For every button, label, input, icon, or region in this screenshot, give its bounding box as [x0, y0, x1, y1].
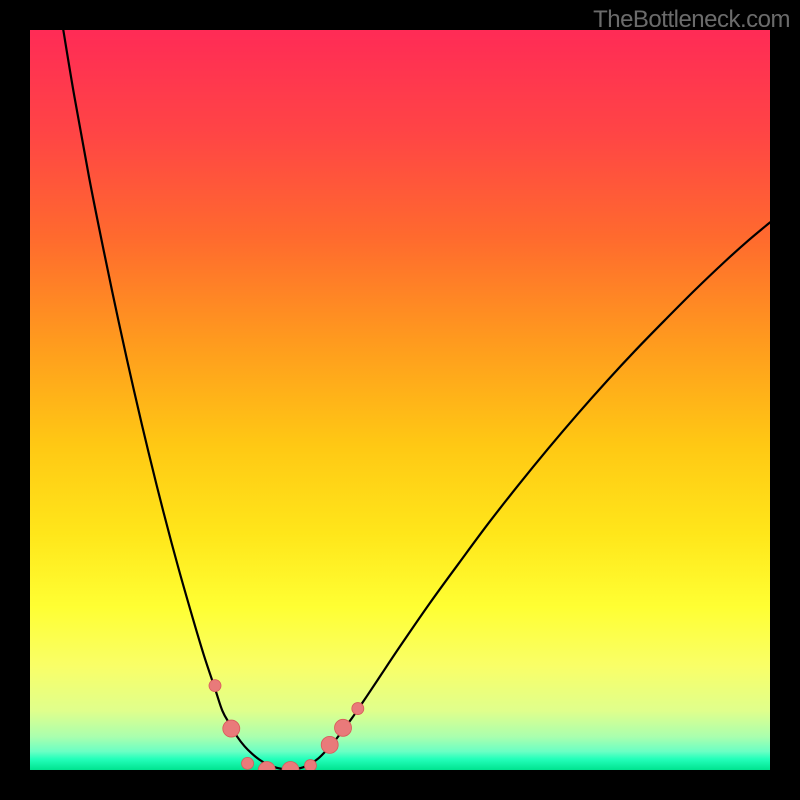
curve-marker: [335, 719, 352, 736]
curve-marker: [242, 757, 254, 769]
curve-marker: [304, 760, 316, 770]
plot-area: [30, 30, 770, 770]
bottleneck-curve-chart: [30, 30, 770, 770]
chart-frame: TheBottleneck.com: [0, 0, 800, 800]
curve-marker: [223, 720, 240, 737]
gradient-background: [30, 30, 770, 770]
curve-marker: [321, 736, 338, 753]
watermark-text: TheBottleneck.com: [593, 6, 790, 34]
curve-marker: [209, 680, 221, 692]
curve-marker: [352, 703, 364, 715]
